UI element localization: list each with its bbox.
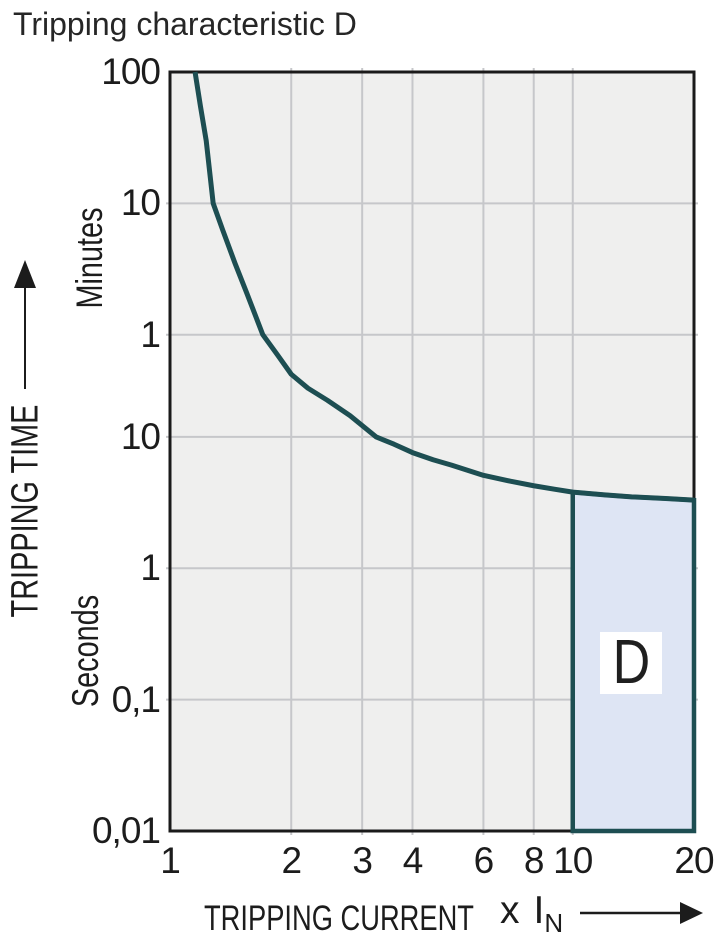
y-tick-label: 1	[140, 547, 161, 589]
tripping-curve	[192, 71, 695, 503]
figure-title: Tripping characteristic D	[13, 6, 357, 42]
y-tick-label: 1	[140, 313, 161, 355]
region-label-box: D	[600, 632, 662, 694]
y-tick-label: 0,1	[111, 678, 161, 720]
y-tick-label: 100	[101, 51, 161, 92]
x-tick-label: 10	[553, 840, 593, 881]
x-tick-label: 6	[473, 840, 495, 881]
x-axis-unit-prefix-x: x	[500, 889, 520, 932]
x-axis-title: TRIPPING CURRENT	[204, 899, 474, 938]
x-tick-label: 2	[281, 840, 302, 881]
x-axis-unit: x IN	[500, 889, 563, 939]
x-tick-label: 1	[160, 840, 181, 881]
x-axis-unit-subscript-n: N	[544, 908, 564, 938]
region-label: D	[612, 628, 650, 697]
up-arrow-icon	[14, 260, 36, 389]
y-tick-label: 10	[120, 415, 161, 457]
y-tick-label: 0,01	[91, 810, 161, 851]
x-tick-label: 8	[523, 840, 545, 881]
plot-border	[168, 70, 696, 833]
x-tick-label: 20	[674, 840, 714, 881]
x-axis-unit-symbol-i: I	[533, 889, 545, 932]
x-tick-label: 4	[402, 840, 424, 881]
right-arrow-icon	[580, 902, 703, 924]
y-tick-label: 10	[120, 182, 161, 224]
x-tick-label: 3	[352, 840, 373, 881]
